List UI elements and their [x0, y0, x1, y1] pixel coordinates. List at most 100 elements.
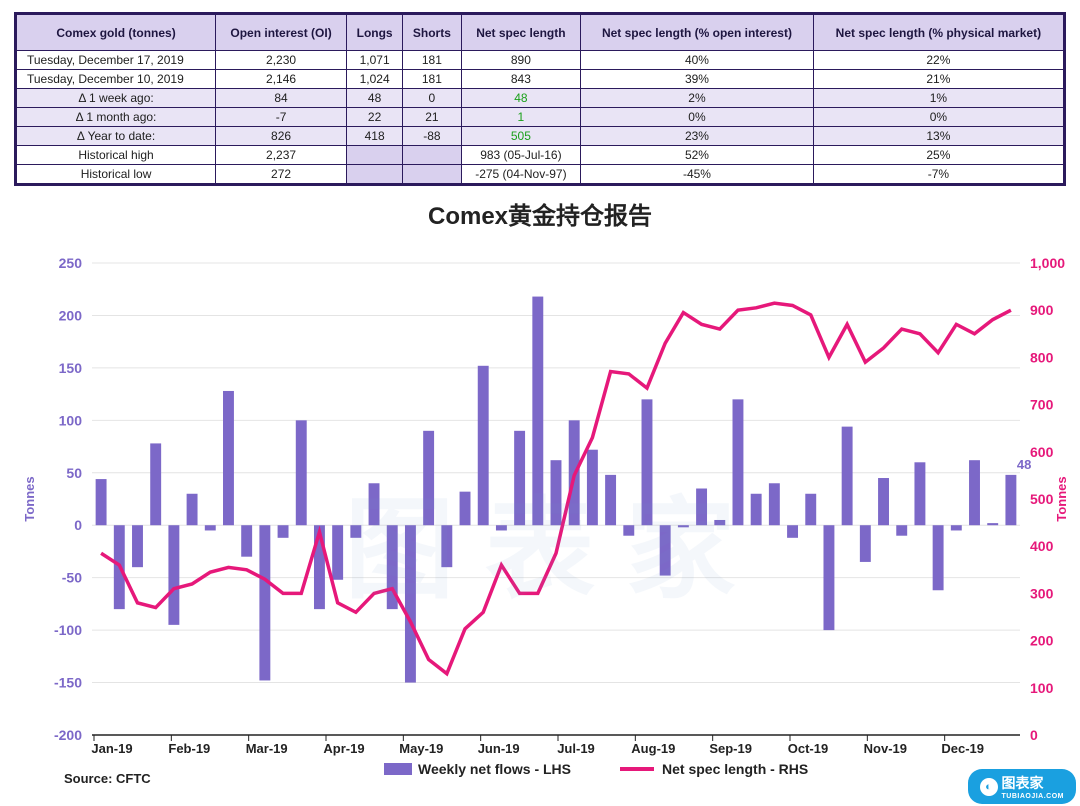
table-cell: 1,024 — [347, 70, 403, 89]
table-cell: Historical high — [17, 146, 216, 165]
table-cell: Δ Year to date: — [17, 127, 216, 146]
svg-text:Mar-19: Mar-19 — [246, 741, 288, 756]
svg-text:-50: -50 — [62, 570, 82, 586]
table-cell: Tuesday, December 10, 2019 — [17, 70, 216, 89]
brand-name: 图表家 — [1002, 775, 1044, 791]
table-cell: Tuesday, December 17, 2019 — [17, 51, 216, 70]
table-cell: 181 — [403, 70, 461, 89]
svg-text:800: 800 — [1030, 349, 1054, 365]
table-cell: 21% — [813, 70, 1063, 89]
svg-text:700: 700 — [1030, 397, 1054, 413]
svg-text:100: 100 — [59, 412, 83, 428]
table-cell: -88 — [403, 127, 461, 146]
table-cell: 983 (05-Jul-16) — [461, 146, 581, 165]
svg-text:-100: -100 — [54, 622, 82, 638]
table-cell — [347, 165, 403, 184]
table-cell: 0% — [581, 108, 814, 127]
svg-text:Oct-19: Oct-19 — [788, 741, 828, 756]
svg-text:Tonnes: Tonnes — [1054, 476, 1066, 521]
table-cell: 0% — [813, 108, 1063, 127]
svg-text:-200: -200 — [54, 727, 82, 743]
svg-text:Feb-19: Feb-19 — [168, 741, 210, 756]
table-cell: 21 — [403, 108, 461, 127]
table-cell: Δ 1 month ago: — [17, 108, 216, 127]
table-row: Tuesday, December 10, 20192,1461,0241818… — [17, 70, 1064, 89]
svg-text:May-19: May-19 — [399, 741, 443, 756]
table-row: Δ 1 week ago:84480482%1% — [17, 89, 1064, 108]
chart-source: Source: CFTC — [64, 771, 151, 786]
table-cell: 1 — [461, 108, 581, 127]
col-header: Net spec length (% open interest) — [581, 15, 814, 51]
svg-text:Tonnes: Tonnes — [22, 476, 37, 521]
table-cell: 48 — [461, 89, 581, 108]
chart-container: 图 表 家 -200-150-100-50050100150200250 010… — [14, 235, 1066, 790]
brand-logo: ◐ 图表家 TUBIAOJIA.COM — [968, 769, 1077, 804]
table-cell: 418 — [347, 127, 403, 146]
table-cell: 13% — [813, 127, 1063, 146]
table-cell — [403, 146, 461, 165]
table-cell: 890 — [461, 51, 581, 70]
svg-text:200: 200 — [59, 307, 83, 323]
col-header: Net spec length — [461, 15, 581, 51]
table-cell: 505 — [461, 127, 581, 146]
table-cell: -275 (04-Nov-97) — [461, 165, 581, 184]
svg-text:150: 150 — [59, 360, 83, 376]
table-cell — [347, 146, 403, 165]
svg-text:Jan-19: Jan-19 — [91, 741, 132, 756]
svg-text:500: 500 — [1030, 491, 1054, 507]
table-cell: 84 — [216, 89, 347, 108]
combo-chart: -200 -150 -100 -50 0 50 100 150 200 250 0 100 200 30… — [14, 235, 1066, 790]
table-row: Historical high2,237983 (05-Jul-16)52%25… — [17, 146, 1064, 165]
col-header: Shorts — [403, 15, 461, 51]
svg-text:1,000: 1,000 — [1030, 255, 1065, 271]
svg-text:600: 600 — [1030, 444, 1054, 460]
svg-text:Jul-19: Jul-19 — [557, 741, 595, 756]
table-cell: 23% — [581, 127, 814, 146]
table-cell: 25% — [813, 146, 1063, 165]
svg-text:300: 300 — [1030, 585, 1054, 601]
svg-text:Nov-19: Nov-19 — [864, 741, 907, 756]
table-cell: 1,071 — [347, 51, 403, 70]
table-row: Historical low272-275 (04-Nov-97)-45%-7% — [17, 165, 1064, 184]
table-cell: 843 — [461, 70, 581, 89]
chart-legend: Weekly net flows - LHS Net spec length -… — [384, 761, 808, 777]
table-cell: 22% — [813, 51, 1063, 70]
table-cell: -7 — [216, 108, 347, 127]
svg-text:250: 250 — [59, 255, 83, 271]
brand-icon: ◐ — [980, 778, 998, 796]
brand-sub: TUBIAOJIA.COM — [1002, 793, 1065, 800]
svg-text:100: 100 — [1030, 680, 1054, 696]
svg-text:900: 900 — [1030, 302, 1054, 318]
svg-text:200: 200 — [1030, 633, 1054, 649]
comex-gold-table: Comex gold (tonnes)Open interest (OI)Lon… — [16, 14, 1064, 184]
svg-text:48: 48 — [1017, 457, 1031, 472]
svg-text:400: 400 — [1030, 538, 1054, 554]
table-cell — [403, 165, 461, 184]
table-row: Tuesday, December 17, 20192,2301,0711818… — [17, 51, 1064, 70]
svg-text:0: 0 — [74, 517, 82, 533]
col-header: Net spec length (% physical market) — [813, 15, 1063, 51]
table-cell: Δ 1 week ago: — [17, 89, 216, 108]
table-cell: 2,237 — [216, 146, 347, 165]
svg-text:50: 50 — [66, 465, 82, 481]
table-cell: 2% — [581, 89, 814, 108]
table-cell: 1% — [813, 89, 1063, 108]
table-row: Δ Year to date:826418-8850523%13% — [17, 127, 1064, 146]
table-cell: 2,146 — [216, 70, 347, 89]
table-cell: 40% — [581, 51, 814, 70]
chart-title: Comex黄金持仓报告 — [14, 196, 1066, 231]
svg-text:Apr-19: Apr-19 — [323, 741, 364, 756]
svg-text:Aug-19: Aug-19 — [631, 741, 675, 756]
svg-text:Net spec length - RHS: Net spec length - RHS — [662, 761, 808, 777]
table-cell: 39% — [581, 70, 814, 89]
col-header: Open interest (OI) — [216, 15, 347, 51]
table-cell: 0 — [403, 89, 461, 108]
col-header: Comex gold (tonnes) — [17, 15, 216, 51]
svg-text:0: 0 — [1030, 727, 1038, 743]
col-header: Longs — [347, 15, 403, 51]
table-row: Δ 1 month ago:-7222110%0% — [17, 108, 1064, 127]
svg-text:Sep-19: Sep-19 — [709, 741, 752, 756]
svg-text:-150: -150 — [54, 675, 82, 691]
table-cell: 22 — [347, 108, 403, 127]
table-cell: 48 — [347, 89, 403, 108]
